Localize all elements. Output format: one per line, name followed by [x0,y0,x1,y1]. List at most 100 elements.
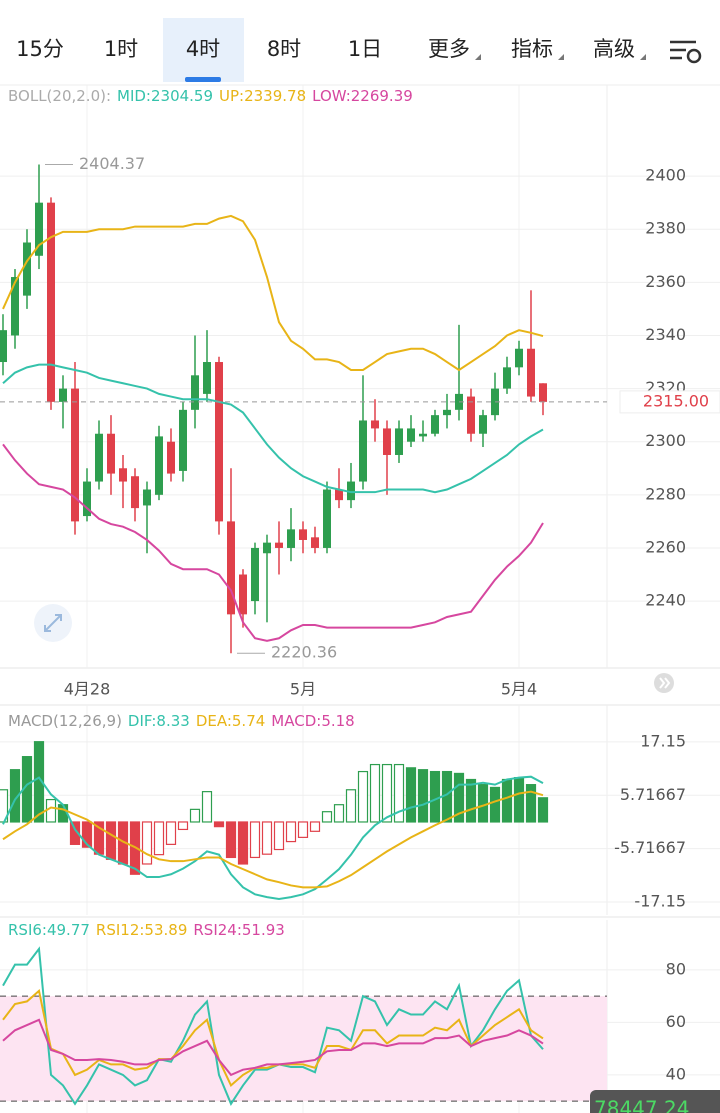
plot-area [0,946,607,1106]
candle-body [11,277,19,336]
macd-bar [69,821,81,845]
candle-body [335,489,343,501]
candle-body [131,476,139,509]
tab[interactable]: 指标 [511,37,553,61]
plot-area [0,164,547,654]
legend-item: UP:2339.78 [219,87,306,105]
candle-body [479,415,487,434]
series-line [2,790,544,889]
candle-body [227,521,235,615]
series-line [2,443,544,642]
macd-bar [213,821,225,828]
y-tick-label: 60 [666,1012,686,1031]
candle-body [35,202,43,256]
y-tick-label: 2240 [645,591,686,610]
candle-body [251,547,259,602]
x-tick-label: 4月28 [64,680,111,699]
series-line [2,363,544,494]
dropdown-caret [558,54,564,60]
macd-bar [141,821,153,865]
ticker-text: 78447.24 [594,1097,689,1113]
macd-bar [165,821,177,845]
active-tab-bg [163,18,244,82]
candle-body [23,242,31,296]
tab[interactable]: 高级 [593,37,635,61]
y-tick-label: -17.15 [634,892,686,911]
settings-icon[interactable] [670,40,702,64]
candle-body [203,362,211,394]
macd-bar [249,821,261,859]
macd-bar [477,784,489,823]
y-tick-label: -5.71667 [614,838,686,857]
candle-body [119,468,127,482]
legend-item: MID:2304.59 [117,87,213,105]
candle-body [47,202,55,402]
macd-bar [345,789,357,823]
series-line [2,214,544,372]
y-tick-label: 2280 [645,484,686,503]
macd-bar [225,821,237,859]
tab-bar [0,0,720,85]
candle-body [287,529,295,548]
candle-body [83,481,91,517]
candle-body [239,574,247,615]
candle-body [431,415,439,434]
macd-bar [9,769,21,823]
candle-body [323,489,331,548]
legend-item: LOW:2269.39 [312,87,413,105]
macd-bar [501,778,513,823]
macd-bar [285,821,297,843]
candle-body [539,383,547,402]
candle-body [155,436,163,495]
candle-body [443,409,451,416]
y-tick-label: 2260 [645,537,686,556]
ticker-badge: 78447.24 [590,1090,720,1113]
expand-button[interactable] [34,604,72,642]
candle-body [263,542,271,554]
candle-body [371,420,379,429]
y-tick-label: 5.71667 [620,785,686,804]
candle-body [95,433,103,482]
tab[interactable]: 8时 [267,37,301,61]
legend-item: DIF:8.33 [128,712,190,730]
legend-item: MACD(12,26,9) [8,712,122,730]
tab[interactable]: 4时 [186,37,220,61]
legend-item: BOLL(20,2.0): [8,87,111,105]
macd-bar [261,821,273,855]
candle-body [167,441,175,474]
macd-bar [489,786,501,823]
candle-body [503,367,511,389]
macd-bar [417,769,429,823]
y-tick-label: 2340 [645,325,686,344]
macd-bar [381,763,393,823]
candle-body [59,388,67,402]
candle-body [0,330,7,363]
macd-bar [177,821,189,831]
candle-body [347,481,355,501]
legend: BOLL(20,2.0): MID:2304.59 UP:2339.78 LOW:22… [8,87,413,105]
tab[interactable]: 更多 [428,37,470,61]
macd-bar [153,821,165,856]
candle-body [527,348,535,397]
dropdown-caret [640,54,646,60]
macd-bar [453,772,465,823]
active-tab-indicator [185,77,221,82]
extreme-label: 2220.36 [271,643,337,662]
candle-body [107,433,115,474]
macd-bar [357,770,369,823]
tab[interactable]: 1时 [104,37,138,61]
candle-body [515,348,523,368]
last-price-box [619,390,720,414]
legend-item: RSI24:51.93 [193,921,284,939]
macd-bar [201,791,213,823]
macd-bar [537,797,549,823]
tab[interactable]: 1日 [348,37,382,61]
candle-body [299,529,307,540]
legend: MACD(12,26,9) DIF:8.33 DEA:5.74 MACD:5.18 [8,712,355,730]
macd-bar [237,821,249,865]
macd-bar [321,811,333,823]
series-line [2,775,544,901]
tab[interactable]: 15分 [16,37,64,61]
candle-body [191,375,199,410]
